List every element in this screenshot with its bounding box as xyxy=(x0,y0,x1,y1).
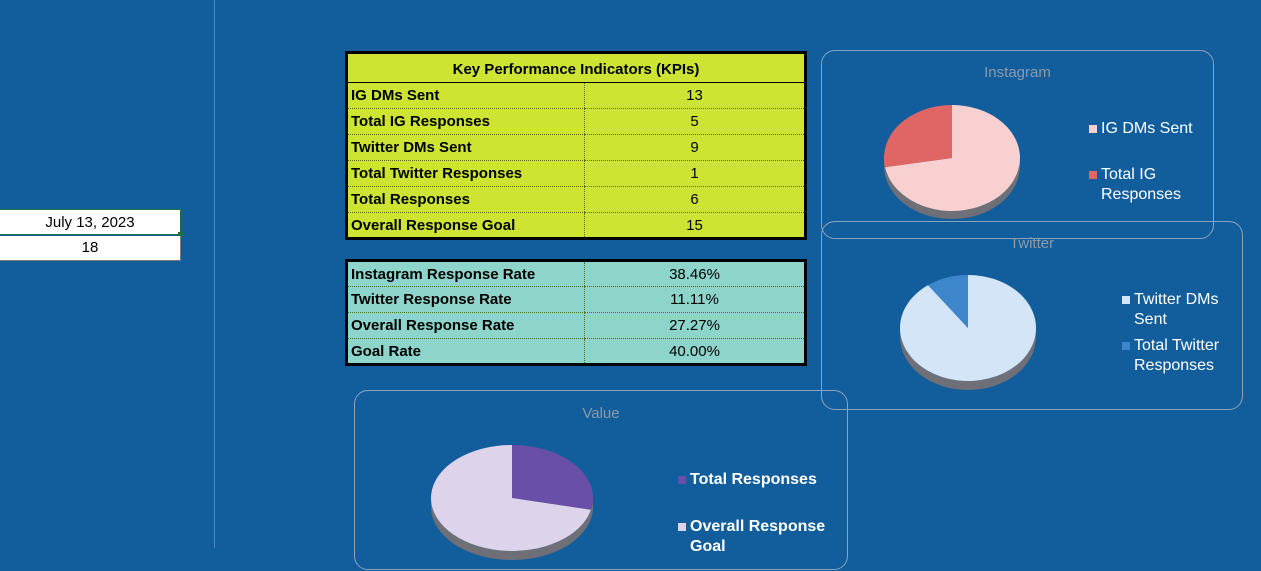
table-row: Total Twitter Responses 1 xyxy=(346,160,806,187)
pie-slice[interactable] xyxy=(885,105,1020,212)
kpi-value[interactable]: 1 xyxy=(584,160,806,187)
legend-label: Total IG Responses xyxy=(1101,166,1182,203)
rate-label[interactable]: Instagram Response Rate xyxy=(346,260,585,287)
pie-slice[interactable] xyxy=(512,445,593,510)
pie-slice[interactable] xyxy=(928,275,968,328)
rate-label[interactable]: Overall Response Rate xyxy=(346,312,585,339)
legend-item: Twitter DMs Sent xyxy=(1122,290,1234,330)
twitter-pie[interactable] xyxy=(822,222,1244,411)
chart-title: Value xyxy=(582,405,620,422)
kpi-label[interactable]: IG DMs Sent xyxy=(346,82,585,109)
value-chart[interactable]: Value Total Responses Overall Response G… xyxy=(354,390,848,570)
legend-swatch xyxy=(1122,296,1130,304)
table-row: Instagram Response Rate 38.46% xyxy=(346,260,806,287)
rate-label[interactable]: Goal Rate xyxy=(351,342,422,360)
kpi-label[interactable]: Twitter DMs Sent xyxy=(346,134,585,161)
table-row: Overall Response Goal 15 xyxy=(347,212,806,239)
table-row: Total Responses 6 xyxy=(346,186,806,213)
legend-label: Total Responses xyxy=(690,471,817,488)
date-cell[interactable]: July 13, 2023 xyxy=(0,209,183,237)
table-row: IG DMs Sent 13 xyxy=(346,82,806,109)
rate-table: Instagram Response Rate 38.46% Twitter Re… xyxy=(345,259,807,366)
legend-label: Total Twitter Responses xyxy=(1134,337,1220,374)
rate-value[interactable]: 38.46% xyxy=(584,260,806,287)
kpi-label[interactable]: Total IG Responses xyxy=(346,108,585,135)
table-row: Total IG Responses 5 xyxy=(346,108,806,135)
value-pie[interactable] xyxy=(355,391,849,571)
legend-swatch xyxy=(1089,125,1097,133)
legend-swatch xyxy=(1089,171,1097,179)
rate-value[interactable]: 40.00% xyxy=(584,338,806,365)
kpi-table: Key Performance Indicators (KPIs) IG DMs… xyxy=(345,51,807,240)
rate-value[interactable]: 11.11% xyxy=(584,286,806,313)
legend-swatch xyxy=(678,523,686,531)
kpi-value[interactable]: 5 xyxy=(584,108,806,135)
table-row: Twitter Response Rate 11.11% xyxy=(346,286,806,313)
instagram-chart[interactable]: Instagram IG DMs Sent Total IG Responses xyxy=(821,50,1214,239)
fill-handle[interactable] xyxy=(178,232,183,237)
kpi-value[interactable]: 15 xyxy=(584,212,806,239)
legend-label: Overall Response Goal xyxy=(690,518,826,555)
kpi-label[interactable]: Overall Response Goal xyxy=(351,216,516,234)
twitter-chart[interactable]: Twitter Twitter DMs Sent Total Twitter R… xyxy=(821,221,1243,410)
chart-title: Instagram xyxy=(984,64,1051,81)
legend-label: Twitter DMs Sent xyxy=(1134,291,1219,328)
rate-value[interactable]: 27.27% xyxy=(584,312,806,339)
legend-item: Total Twitter Responses xyxy=(1122,336,1234,376)
pie-side xyxy=(900,328,1036,390)
legend-item: Total IG Responses xyxy=(1089,165,1207,205)
table-row: Overall Response Rate 27.27% xyxy=(346,312,806,339)
rate-label[interactable]: Twitter Response Rate xyxy=(346,286,585,313)
chart-title: Twitter xyxy=(1009,235,1055,252)
pie-slice[interactable] xyxy=(431,445,591,551)
legend-item: Overall Response Goal xyxy=(678,517,846,557)
instagram-pie[interactable] xyxy=(822,51,1215,240)
kpi-label[interactable]: Total Responses xyxy=(346,186,585,213)
table-row: Goal Rate 40.00% xyxy=(347,338,806,365)
table-row: Twitter DMs Sent 9 xyxy=(346,134,806,161)
kpi-value[interactable]: 13 xyxy=(584,82,806,109)
legend-label: IG DMs Sent xyxy=(1101,120,1193,137)
kpi-value[interactable]: 6 xyxy=(584,186,806,213)
pie-slice[interactable] xyxy=(884,105,952,168)
kpi-label[interactable]: Total Twitter Responses xyxy=(346,160,585,187)
legend-item: Total Responses xyxy=(678,470,846,490)
kpi-table-title: Key Performance Indicators (KPIs) xyxy=(346,52,806,83)
date-cell-text: July 13, 2023 xyxy=(45,214,135,231)
column-divider xyxy=(214,0,215,548)
number-cell[interactable]: 18 xyxy=(0,236,181,261)
legend-swatch xyxy=(1122,342,1130,350)
kpi-value[interactable]: 9 xyxy=(584,134,806,161)
legend-item: IG DMs Sent xyxy=(1089,119,1193,139)
legend-swatch xyxy=(678,476,686,484)
pie-side xyxy=(431,498,593,560)
